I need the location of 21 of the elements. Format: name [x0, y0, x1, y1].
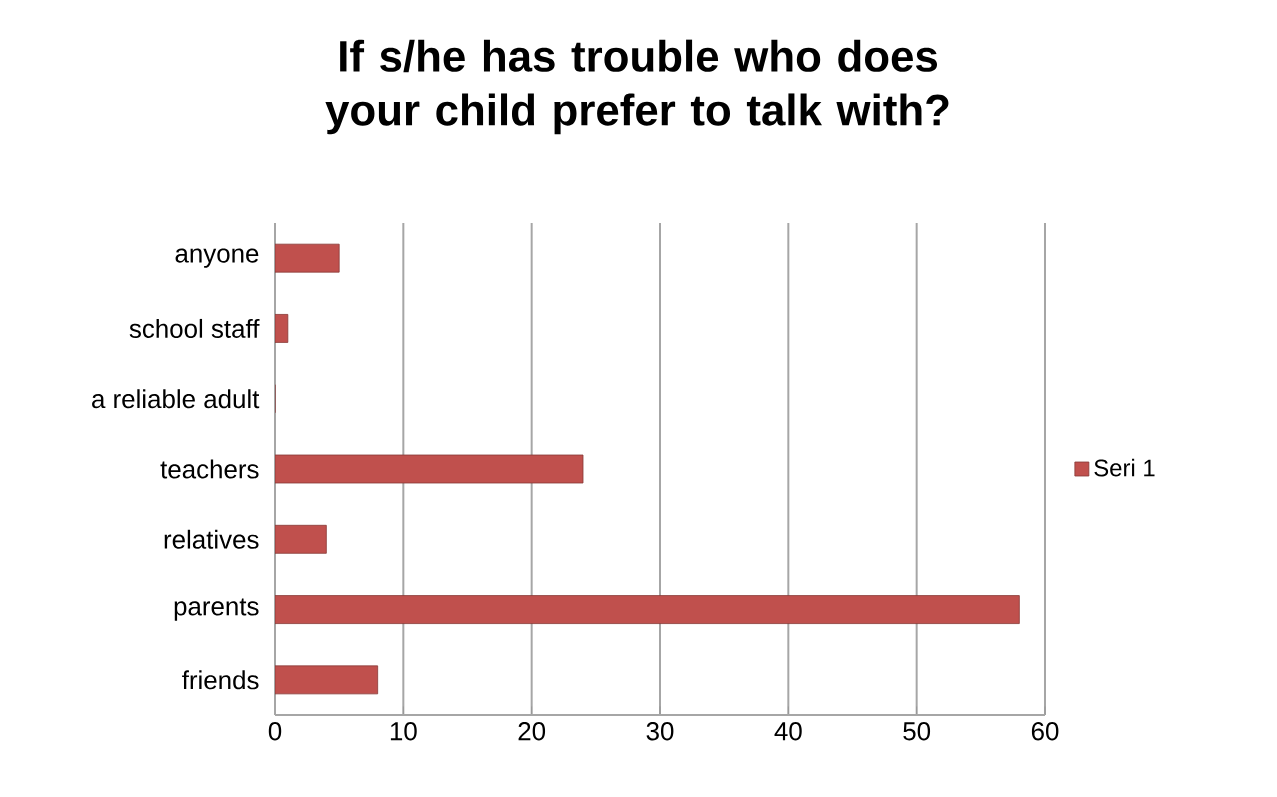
- x-tick-label: 10: [390, 722, 417, 741]
- y-tick-label: school staff: [129, 318, 260, 338]
- y-tick-label: friends: [182, 670, 259, 690]
- legend-label: Seri 1: [1094, 458, 1155, 477]
- x-tick-label: 60: [1031, 722, 1059, 741]
- x-tick-label: 50: [903, 722, 931, 741]
- y-tick-label: relatives: [164, 529, 259, 549]
- bar: [275, 524, 327, 554]
- bar: [275, 665, 379, 695]
- y-tick-label: anyone: [175, 248, 259, 268]
- bar: [275, 595, 1020, 624]
- x-tick-label: 0: [268, 722, 282, 741]
- x-tick-label: 30: [646, 722, 674, 741]
- y-tick-label: parents: [174, 598, 259, 621]
- y-tick-label: a reliable adult: [92, 389, 260, 409]
- bar: [275, 454, 584, 484]
- bar: [275, 243, 340, 273]
- x-tick-label: 20: [518, 722, 546, 741]
- y-tick-label: teachers: [160, 459, 259, 479]
- chart-title: If s/he has trouble who does your child prefer to talk with?: [325, 39, 949, 135]
- x-tick-label: 40: [774, 722, 802, 741]
